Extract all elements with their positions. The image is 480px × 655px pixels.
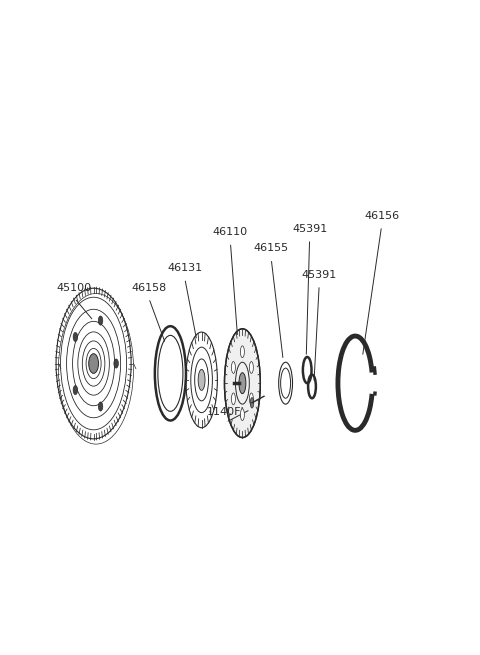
Ellipse shape [114, 359, 119, 368]
Ellipse shape [250, 398, 254, 408]
Text: 1140FJ: 1140FJ [207, 407, 244, 417]
Ellipse shape [231, 393, 235, 405]
Text: 46110: 46110 [213, 227, 248, 237]
Ellipse shape [98, 316, 103, 325]
Ellipse shape [250, 362, 253, 373]
Ellipse shape [240, 409, 244, 421]
Ellipse shape [239, 373, 246, 394]
Text: 46155: 46155 [253, 244, 289, 253]
Ellipse shape [73, 386, 78, 395]
Ellipse shape [73, 332, 78, 341]
Ellipse shape [89, 354, 98, 373]
Text: 45100: 45100 [57, 283, 92, 293]
Ellipse shape [198, 369, 205, 390]
Ellipse shape [250, 393, 253, 405]
Text: 46158: 46158 [131, 283, 167, 293]
Ellipse shape [98, 402, 103, 411]
Ellipse shape [225, 329, 260, 438]
Text: 46156: 46156 [364, 211, 399, 221]
Text: 45391: 45391 [301, 270, 337, 280]
Ellipse shape [240, 346, 244, 358]
Ellipse shape [231, 362, 235, 373]
Text: 46131: 46131 [167, 263, 203, 273]
Text: 45391: 45391 [292, 224, 327, 234]
